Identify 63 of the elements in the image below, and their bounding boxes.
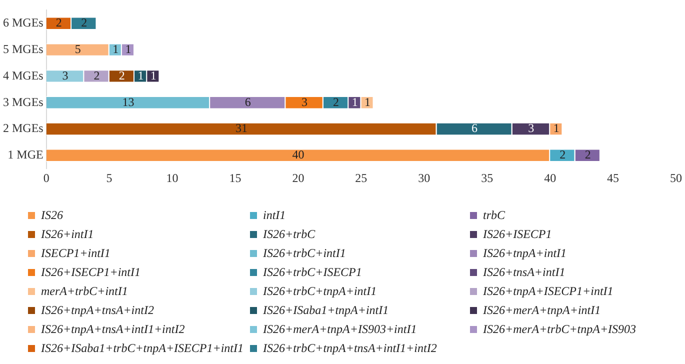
x-tick-label: 25 bbox=[355, 170, 368, 185]
x-tick-label: 20 bbox=[292, 170, 304, 185]
legend-label: IS26+merA+trbC+tnpA+IS903 bbox=[483, 322, 636, 336]
legend-label: IS26+trbC bbox=[263, 226, 316, 242]
data-label: 5 bbox=[74, 42, 81, 56]
data-label: 2 bbox=[584, 148, 591, 162]
data-label: 2 bbox=[94, 68, 100, 82]
data-label: 40 bbox=[292, 148, 304, 162]
legend-label: IS26+ISECP1+intI1 bbox=[41, 264, 141, 280]
legend-label: IS26+tnpA+intI1 bbox=[483, 246, 567, 260]
legend-label: IS26+tnpA+ISECP1+intI1 bbox=[483, 284, 614, 298]
data-label: 2 bbox=[56, 16, 62, 30]
x-tick-label: 35 bbox=[481, 170, 494, 185]
data-label: 2 bbox=[118, 68, 125, 82]
data-label: 6 bbox=[472, 121, 478, 136]
legend-label: ISECP1+intI1 bbox=[41, 246, 110, 260]
legend-label: IS26+trbC+intI1 bbox=[263, 246, 346, 260]
y-tick-label: 2 MGEs bbox=[2, 121, 44, 136]
data-label: 3 bbox=[62, 68, 68, 82]
y-tick-label: 1 MGE bbox=[8, 148, 44, 162]
x-tick-label: 5 bbox=[106, 170, 112, 185]
x-tick-label: 0 bbox=[43, 170, 50, 185]
data-label: 1 bbox=[553, 121, 560, 136]
legend-label: IS26+trbC+tnpA+intI1 bbox=[263, 284, 377, 298]
data-label: 1 bbox=[112, 42, 119, 56]
legend-label: IS26+ISaba1+trbC+tnpA+ISECP1+intI1 bbox=[41, 340, 244, 356]
x-tick-label: 45 bbox=[607, 170, 620, 185]
data-label: 1 bbox=[364, 94, 370, 109]
data-label: 6 bbox=[244, 94, 251, 109]
x-tick-label: 10 bbox=[166, 170, 178, 185]
legend-label: IS26 bbox=[41, 208, 63, 222]
x-tick-label: 15 bbox=[229, 170, 242, 185]
data-label: 1 bbox=[352, 94, 358, 109]
data-label: 2 bbox=[332, 94, 339, 109]
y-tick-label: 6 MGEs bbox=[2, 16, 44, 30]
data-label: 3 bbox=[302, 94, 308, 109]
legend-label: IS26+trbC+ISECP1 bbox=[263, 264, 362, 280]
legend-label: IS26+merA+tnpA+IS903+intI1 bbox=[263, 322, 417, 336]
y-tick-label: 3 MGEs bbox=[2, 94, 44, 109]
x-tick-label: 40 bbox=[544, 170, 556, 185]
legend-label: IS26+tnpA+tnsA+intI2 bbox=[41, 302, 154, 318]
legend-label: trbC bbox=[483, 208, 506, 222]
legend-label: IS26+ISECP1 bbox=[483, 226, 552, 242]
legend-label: IS26+trbC+tnpA+tnsA+intI1+intI2 bbox=[263, 340, 437, 356]
data-label: 1 bbox=[150, 68, 156, 82]
x-tick-label: 50 bbox=[670, 170, 682, 185]
x-tick-label: 30 bbox=[418, 170, 430, 185]
legend-label: IS26+tnsA+intI1 bbox=[483, 264, 566, 280]
data-label: 2 bbox=[81, 16, 88, 30]
data-label: 2 bbox=[560, 148, 566, 162]
data-label: 13 bbox=[122, 94, 134, 109]
data-label: 1 bbox=[138, 68, 144, 82]
y-tick-label: 5 MGEs bbox=[2, 42, 44, 56]
legend-label: IS26+merA+tnpA+intI1 bbox=[483, 302, 601, 318]
data-label: 31 bbox=[236, 121, 248, 136]
legend-label: IS26+ISaba1+tnpA+intI1 bbox=[263, 302, 389, 318]
legend-label: IS26+intI1 bbox=[41, 226, 94, 242]
data-label: 1 bbox=[125, 42, 132, 56]
data-label: 3 bbox=[528, 121, 534, 136]
legend-label: IS26+tnpA+tnsA+intI1+intI2 bbox=[41, 322, 185, 336]
legend-label: intI1 bbox=[263, 208, 286, 222]
legend-label: merA+trbC+intI1 bbox=[41, 284, 128, 298]
y-tick-label: 4 MGEs bbox=[2, 68, 44, 82]
